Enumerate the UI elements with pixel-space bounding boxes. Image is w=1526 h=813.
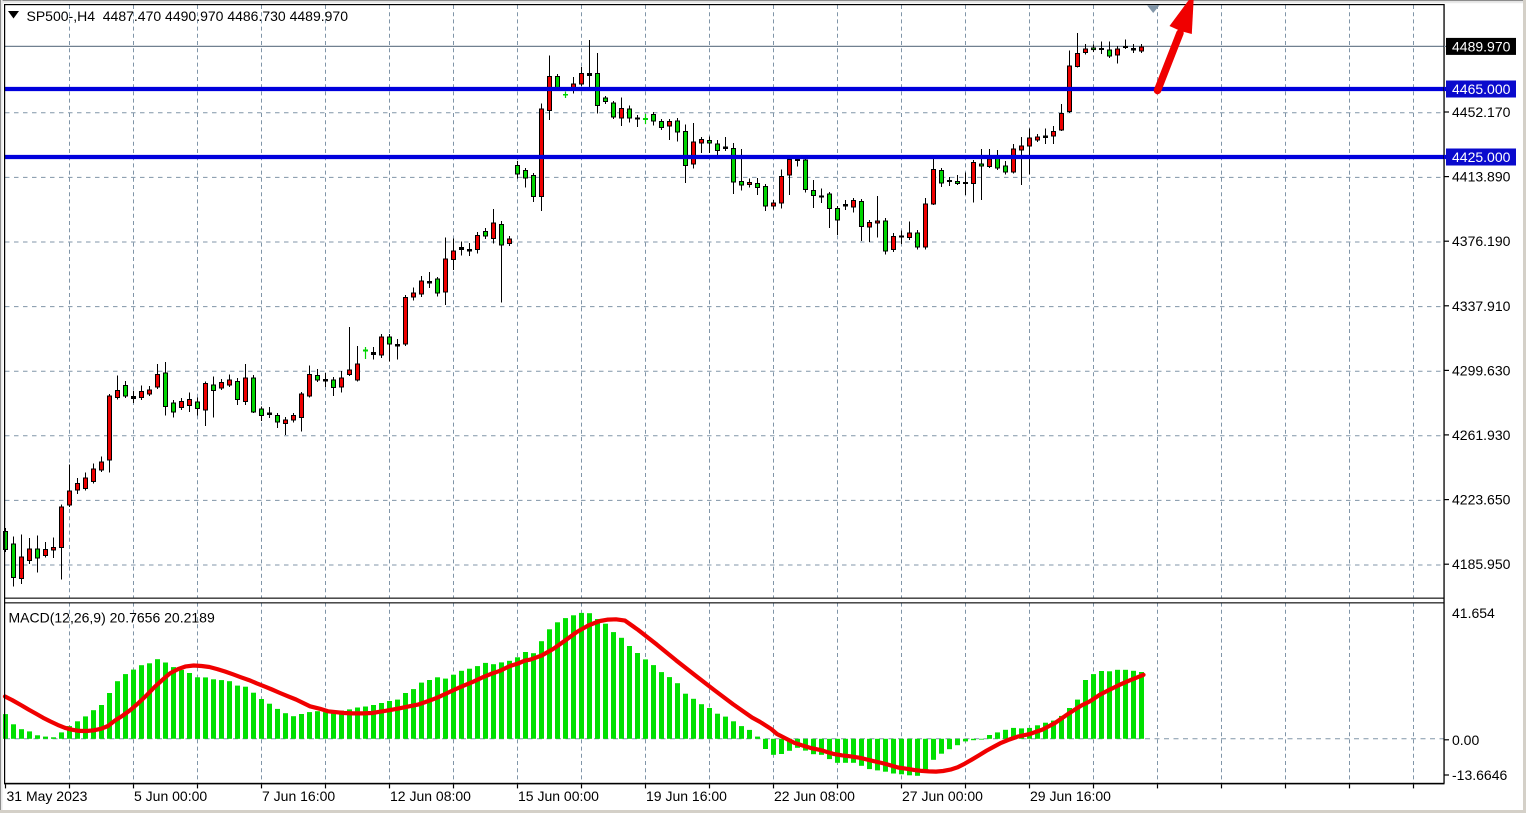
svg-text:7 Jun 16:00: 7 Jun 16:00 — [262, 788, 335, 804]
svg-text:27 Jun 00:00: 27 Jun 00:00 — [902, 788, 983, 804]
svg-text:31 May 2023: 31 May 2023 — [7, 788, 88, 804]
svg-text:4223.650: 4223.650 — [1452, 492, 1511, 508]
svg-text:41.654: 41.654 — [1452, 605, 1495, 621]
svg-text:4337.910: 4337.910 — [1452, 298, 1511, 314]
svg-text:4299.630: 4299.630 — [1452, 362, 1511, 378]
svg-text:5 Jun 00:00: 5 Jun 00:00 — [134, 788, 207, 804]
svg-text:MACD(12,26,9) 20.7656 20.2189: MACD(12,26,9) 20.7656 20.2189 — [9, 610, 215, 626]
svg-text:4261.930: 4261.930 — [1452, 427, 1511, 443]
svg-text:4376.190: 4376.190 — [1452, 233, 1511, 249]
svg-text:4452.170: 4452.170 — [1452, 104, 1511, 120]
svg-text:29 Jun 16:00: 29 Jun 16:00 — [1030, 788, 1111, 804]
svg-text:4185.950: 4185.950 — [1452, 556, 1511, 572]
svg-text:4489.970: 4489.970 — [1452, 38, 1511, 54]
svg-text:SP500-,H4 4487.470 4490.970 4: SP500-,H4 4487.470 4490.970 4486.730 448… — [27, 8, 349, 24]
svg-text:12 Jun 08:00: 12 Jun 08:00 — [390, 788, 471, 804]
svg-text:4425.000: 4425.000 — [1452, 149, 1511, 165]
svg-text:4465.000: 4465.000 — [1452, 81, 1511, 97]
svg-text:15 Jun 00:00: 15 Jun 00:00 — [518, 788, 599, 804]
svg-text:19 Jun 16:00: 19 Jun 16:00 — [646, 788, 727, 804]
svg-text:4413.890: 4413.890 — [1452, 169, 1511, 185]
svg-text:22 Jun 08:00: 22 Jun 08:00 — [774, 788, 855, 804]
svg-text:0.00: 0.00 — [1452, 732, 1479, 748]
svg-text:-13.6646: -13.6646 — [1452, 767, 1507, 783]
